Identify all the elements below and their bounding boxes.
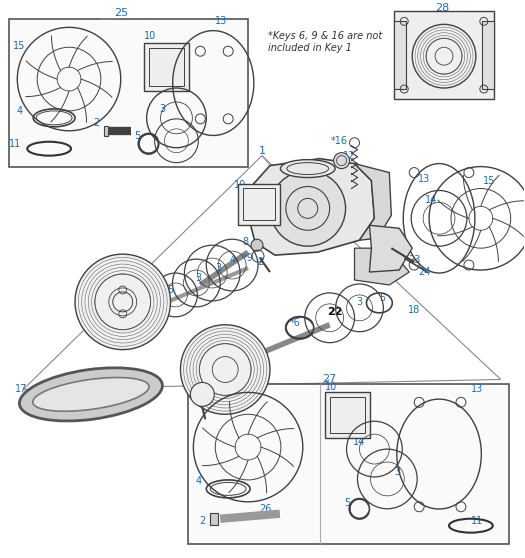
Text: 2: 2: [199, 516, 205, 526]
Polygon shape: [104, 126, 108, 136]
Text: 3: 3: [356, 297, 363, 307]
Circle shape: [191, 382, 214, 406]
Text: 4: 4: [16, 106, 23, 116]
Polygon shape: [370, 225, 412, 272]
Bar: [149, 48, 184, 86]
Text: 10: 10: [144, 31, 156, 41]
Text: 4: 4: [195, 476, 202, 486]
Polygon shape: [211, 513, 218, 525]
Circle shape: [270, 171, 345, 246]
Text: 18: 18: [408, 305, 421, 315]
Text: 3: 3: [394, 467, 401, 477]
Circle shape: [251, 239, 263, 251]
Ellipse shape: [19, 368, 162, 421]
Text: 17: 17: [15, 384, 27, 395]
Text: 8: 8: [242, 237, 248, 247]
Text: 26: 26: [259, 504, 271, 514]
Text: 5: 5: [344, 498, 351, 508]
Text: *Keys 6, 9 & 16 are not
included in Key 1: *Keys 6, 9 & 16 are not included in Key …: [268, 31, 382, 53]
Bar: [9, 20, 248, 167]
Text: 14: 14: [353, 437, 365, 447]
Bar: [144, 44, 190, 91]
Text: 27: 27: [322, 374, 337, 384]
Bar: [324, 392, 371, 438]
Bar: [238, 184, 280, 225]
Polygon shape: [354, 248, 409, 285]
Bar: [330, 397, 365, 433]
Bar: [394, 11, 494, 99]
Text: 11: 11: [471, 516, 483, 526]
Circle shape: [412, 25, 476, 88]
Text: 21: 21: [249, 345, 261, 355]
Bar: [394, 21, 406, 89]
Circle shape: [333, 153, 350, 169]
Text: 5: 5: [134, 131, 141, 141]
Text: 24: 24: [418, 267, 430, 277]
Text: 20: 20: [225, 354, 240, 364]
Text: 1: 1: [258, 146, 266, 156]
Text: 3: 3: [195, 273, 202, 283]
Text: 3: 3: [215, 263, 222, 273]
Text: 14: 14: [425, 195, 437, 205]
Text: 19: 19: [189, 386, 202, 396]
Ellipse shape: [280, 160, 335, 177]
Polygon shape: [248, 158, 374, 255]
Text: *16: *16: [331, 136, 348, 146]
Text: 13: 13: [418, 174, 430, 184]
Text: 10: 10: [234, 180, 246, 190]
Bar: [243, 189, 275, 220]
Text: 15: 15: [194, 386, 206, 396]
Text: 2: 2: [257, 257, 263, 267]
Text: 10: 10: [324, 382, 337, 392]
Text: 5: 5: [379, 293, 385, 303]
Text: 15: 15: [13, 41, 26, 51]
Text: 28: 28: [435, 3, 449, 13]
Ellipse shape: [33, 378, 149, 411]
Bar: [482, 21, 494, 89]
Text: 15: 15: [482, 176, 495, 185]
Text: 13: 13: [471, 384, 483, 395]
Polygon shape: [354, 163, 391, 240]
Text: 2: 2: [93, 118, 99, 128]
Bar: [188, 384, 509, 543]
Text: 11: 11: [279, 171, 291, 181]
Text: 22: 22: [327, 307, 342, 317]
Text: 4: 4: [229, 255, 235, 265]
Text: *9: *9: [243, 253, 254, 263]
Circle shape: [75, 254, 171, 350]
Text: 5: 5: [167, 285, 174, 295]
Circle shape: [181, 325, 270, 414]
Text: 12: 12: [343, 151, 356, 161]
Text: 3: 3: [160, 104, 165, 114]
Text: 13: 13: [215, 16, 227, 26]
Text: 23: 23: [408, 255, 421, 265]
Text: 11: 11: [9, 139, 22, 149]
Text: 7: 7: [80, 290, 86, 300]
Text: *6: *6: [289, 318, 300, 328]
Text: 25: 25: [114, 8, 128, 18]
